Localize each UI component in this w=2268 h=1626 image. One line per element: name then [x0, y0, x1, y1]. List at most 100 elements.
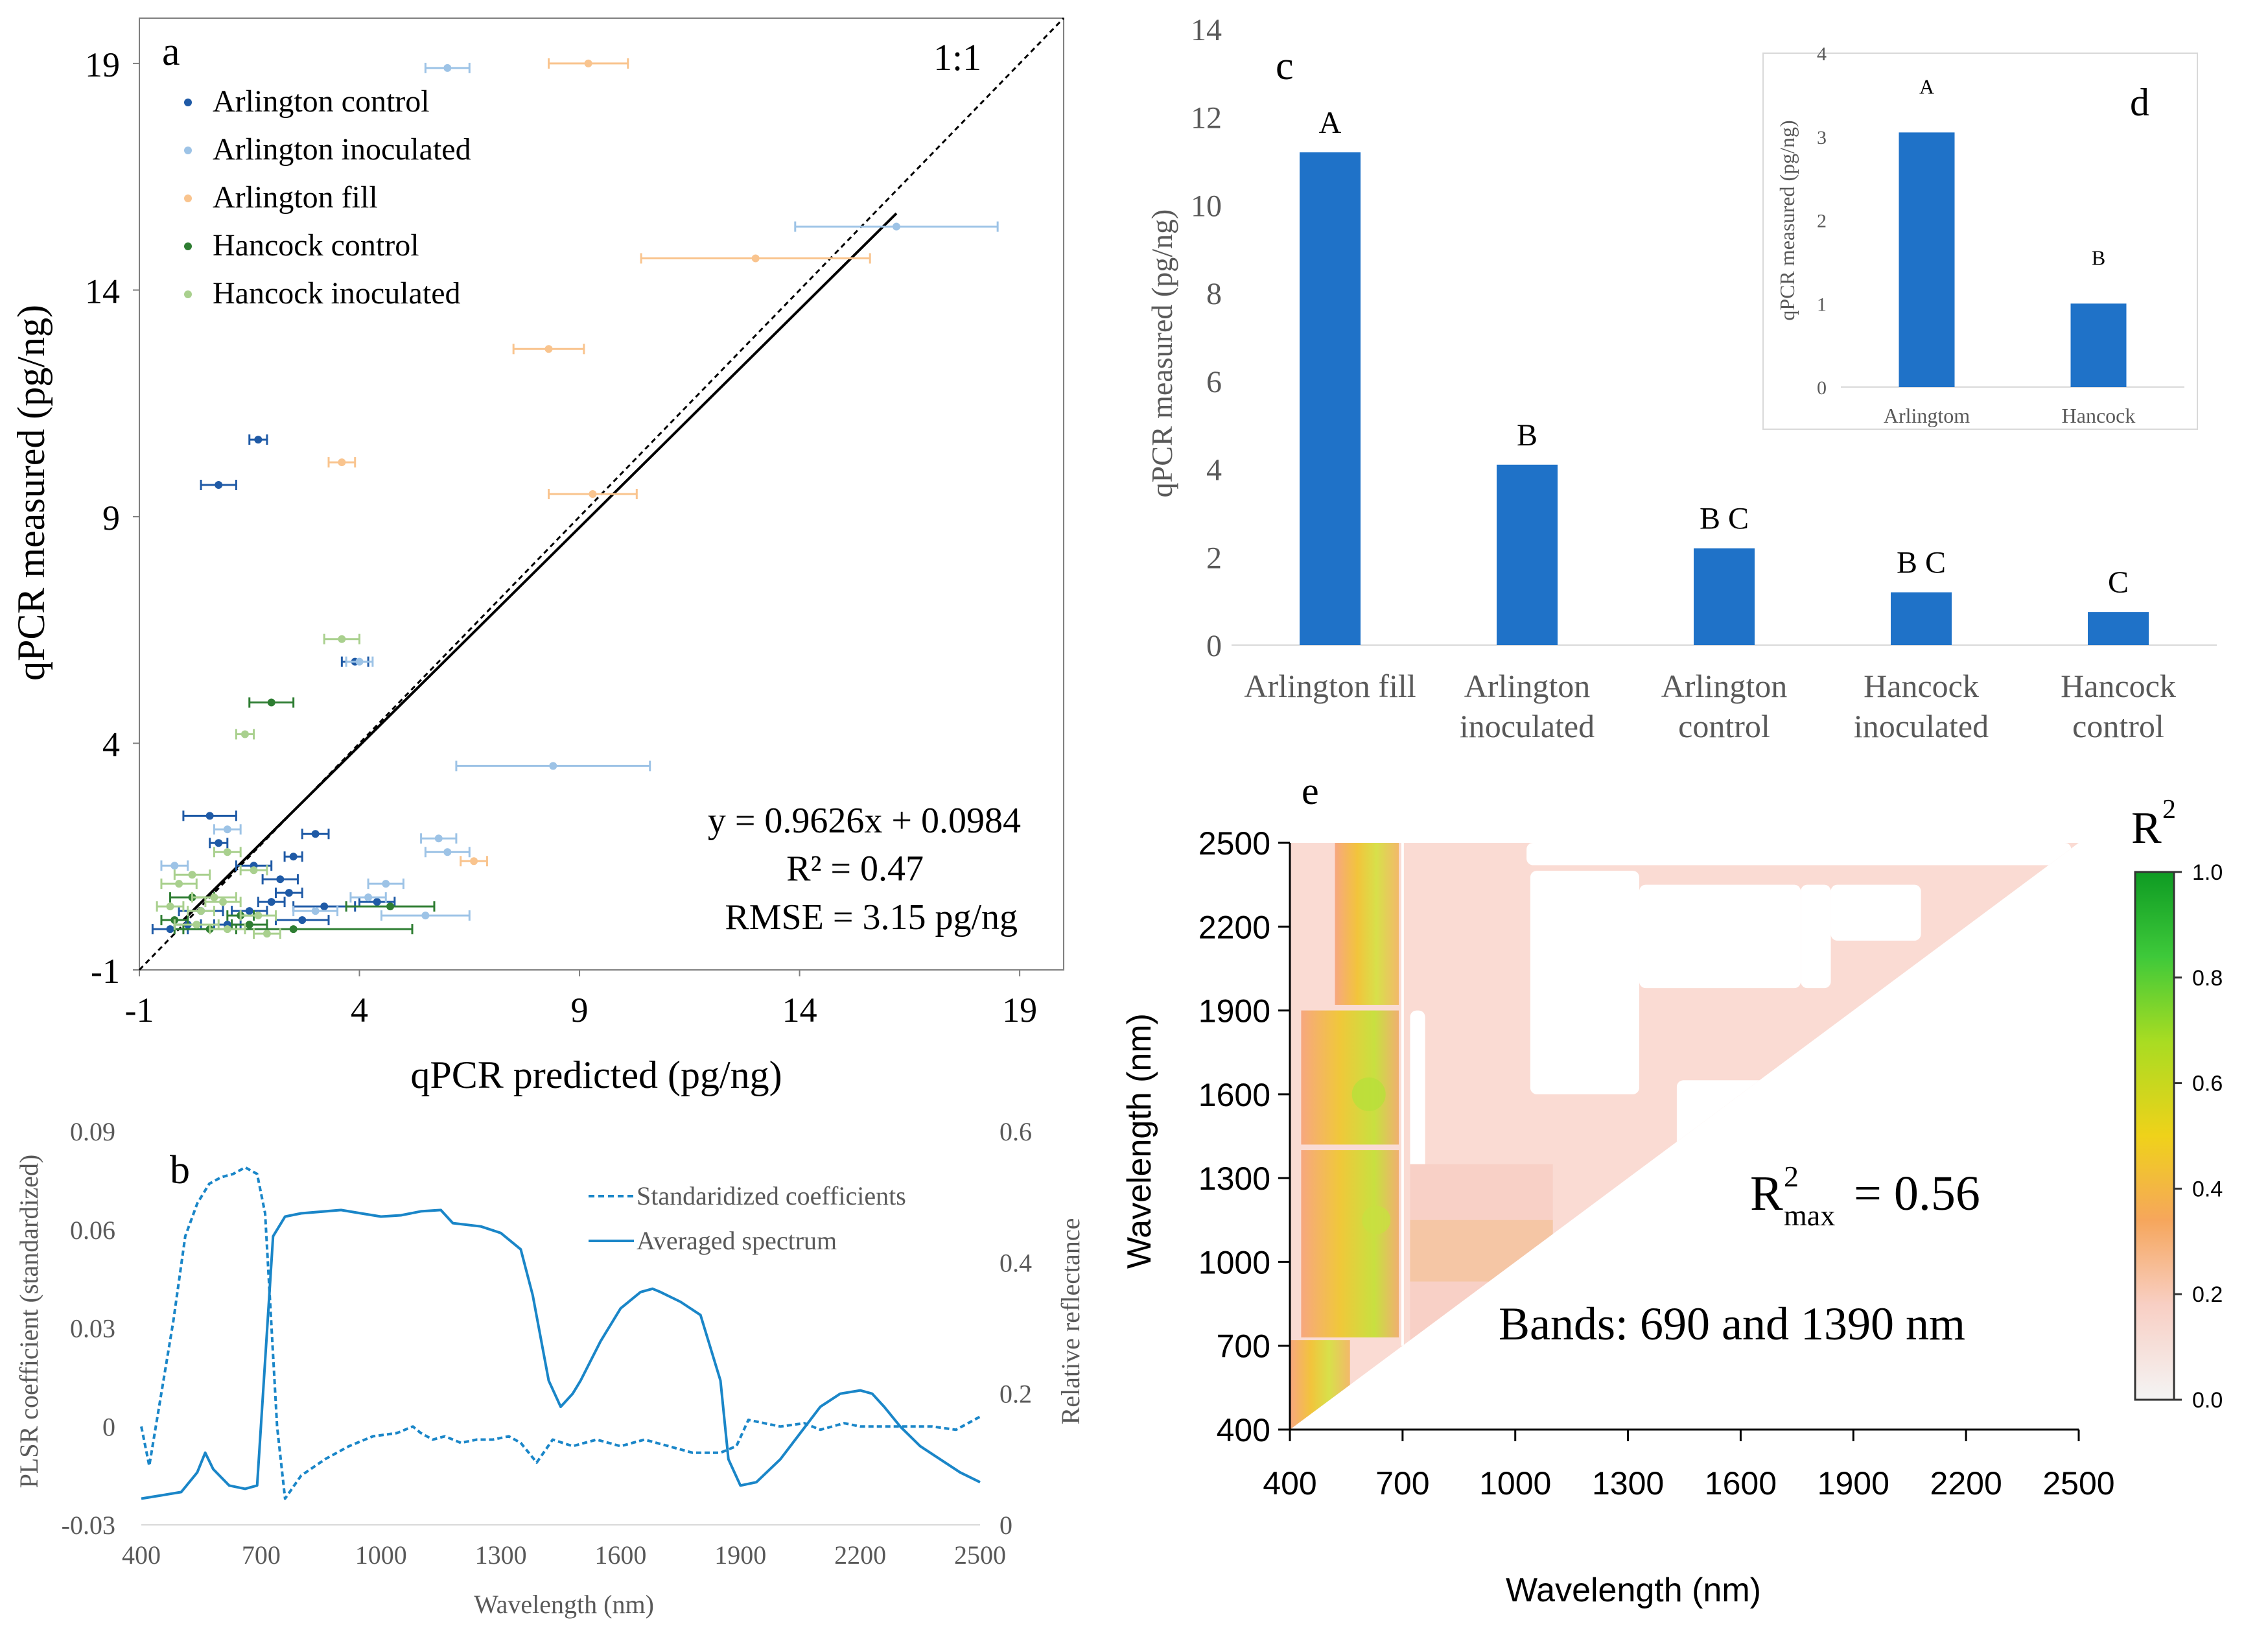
panel-a-x-axis-label: qPCR predicted (pg/ng) [410, 1054, 782, 1096]
data-point [549, 762, 557, 770]
data-point [263, 930, 271, 938]
r2-max-subscript: max [1784, 1199, 1835, 1232]
data-point [245, 921, 253, 929]
legend-marker [184, 194, 192, 202]
x-tick-label: 400 [122, 1540, 161, 1570]
panel-e-x-axis-label: Wavelength (nm) [1506, 1572, 1761, 1609]
band-region [1410, 1220, 1553, 1282]
data-point [338, 458, 346, 467]
panel-b-right-axis-label: Relative reflectance [1056, 1218, 1085, 1425]
panel-label-d: d [2130, 81, 2149, 124]
y-tick-label: 700 [1217, 1328, 1270, 1365]
data-point [254, 436, 263, 444]
right-tick-label: 0.4 [1000, 1248, 1032, 1277]
r-squared-text: R² = 0.47 [786, 849, 924, 889]
colorbar-title: R [2131, 803, 2162, 853]
right-tick-label: 0.2 [1000, 1380, 1032, 1409]
data-point [421, 912, 430, 920]
spectrum-line [141, 1208, 981, 1500]
no-correlation-region [1530, 871, 1639, 1094]
colorbar-title-superscript: 2 [2162, 795, 2176, 825]
panel-label-a: a [162, 30, 180, 74]
panel-b-lines [140, 1166, 981, 1500]
legend-marker [184, 99, 192, 106]
colorbar-tick-label: 0.6 [2192, 1072, 2223, 1096]
no-correlation-region [1639, 884, 1801, 989]
y-tick-label: 3 [1817, 127, 1827, 148]
x-tick-label: 1900 [1818, 1465, 1889, 1502]
x-tick-label: 1000 [355, 1540, 407, 1570]
x-tick-label: 1300 [1592, 1465, 1664, 1502]
data-point [470, 857, 478, 866]
data-point [544, 345, 553, 353]
category-label: Arlington fill [1244, 668, 1416, 704]
data-point [267, 698, 275, 707]
high-r2-stripe [1290, 1340, 1350, 1430]
data-point [267, 898, 275, 906]
data-point [250, 866, 258, 875]
panel-label-e: e [1302, 770, 1319, 812]
legend-marker [184, 147, 192, 154]
data-point [373, 898, 381, 906]
panel-a-y-axis-label: qPCR measured (pg/ng) [10, 305, 53, 681]
data-point [443, 848, 452, 856]
high-r2-stripe [1301, 1010, 1399, 1145]
bar [1300, 152, 1361, 645]
panel-e-heatmap: e 400 700 1000 1300 1600 1900 2200 2500 400 700 10… [1121, 770, 2223, 1609]
regression-equation: y = 0.9626x + 0.0984 [708, 801, 1021, 841]
panel-a-data-points [151, 58, 999, 939]
panel-d-bars: A Arlingtom B Hancock [1884, 75, 2136, 427]
high-r2-stripe [1301, 1150, 1399, 1337]
significance-letter: B C [1700, 502, 1749, 536]
category-label: control [1678, 708, 1770, 744]
y-tick-label: -1 [91, 952, 120, 991]
y-tick-label: 1600 [1198, 1077, 1270, 1113]
no-correlation-region [1830, 884, 1921, 941]
r2-max-symbol: R [1750, 1166, 1783, 1221]
legend-label: Hancock inoculated [213, 276, 461, 311]
y-tick-label: 12 [1191, 101, 1222, 136]
panel-a-x-ticks: -1 4 9 14 19 [125, 970, 1037, 1030]
bar [2088, 612, 2149, 645]
x-tick-label: 2200 [834, 1540, 886, 1570]
x-tick-label: 19 [1002, 991, 1037, 1030]
no-correlation-region [1526, 843, 2072, 866]
data-point [205, 812, 214, 820]
colorbar-tick-label: 0.4 [2192, 1177, 2223, 1201]
colorbar-tick-label: 1.0 [2192, 860, 2223, 885]
data-point [210, 893, 218, 902]
y-tick-label: 14 [1191, 13, 1222, 47]
y-tick-label: 4 [102, 725, 120, 764]
significance-letter: A [1919, 75, 1934, 98]
x-tick-label: 1300 [475, 1540, 527, 1570]
y-tick-label: 1000 [1198, 1244, 1270, 1280]
high-r2-stripe [1335, 843, 1399, 1005]
panel-d-y-axis-label: qPCR measured (pg/ng) [1775, 120, 1799, 320]
data-point [276, 875, 285, 884]
category-label: Hancock [1864, 668, 1979, 704]
legend-label: Hancock control [213, 228, 419, 263]
panel-a-plot-frame [139, 18, 1064, 971]
bar [1899, 132, 1955, 387]
y-tick-label: 4 [1817, 43, 1827, 65]
data-point [584, 59, 592, 67]
significance-letter: B [2092, 246, 2105, 269]
x-tick-label: 700 [1375, 1465, 1429, 1502]
data-point [193, 921, 201, 929]
y-tick-label: 1300 [1198, 1161, 1270, 1197]
x-tick-label: 4 [351, 991, 368, 1030]
panel-a-y-ticks: -1 4 9 14 19 [85, 45, 139, 991]
colorbar-tick-label: 0.0 [2192, 1388, 2223, 1413]
y-tick-label: 0 [1817, 377, 1827, 399]
left-tick-label: 0.09 [70, 1117, 115, 1146]
data-point [188, 871, 196, 879]
panel-label-b: b [170, 1148, 190, 1192]
panel-d-axes: 0 1 2 3 4 [1817, 43, 2184, 399]
left-tick-label: 0.06 [70, 1216, 115, 1245]
data-point [223, 848, 231, 856]
y-tick-label: 2200 [1198, 909, 1270, 945]
significance-letter: A [1319, 106, 1342, 140]
x-tick-label: 9 [571, 991, 589, 1030]
y-tick-label: 1900 [1198, 993, 1270, 1030]
